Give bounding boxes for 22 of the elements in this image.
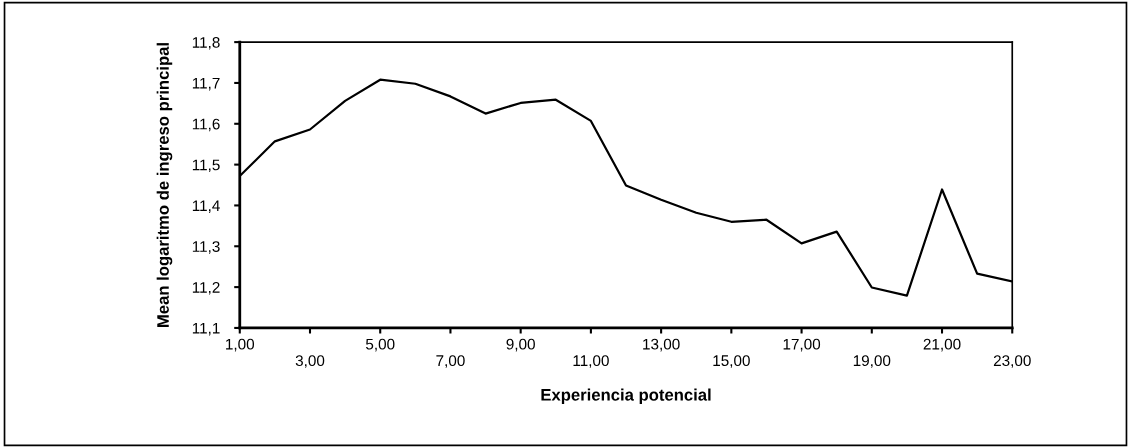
x-tick-label: 15,00 <box>713 355 750 368</box>
y-tick-label: 11,1 <box>192 322 220 336</box>
x-tick-label: 9,00 <box>506 338 535 352</box>
y-tick-label: 11,4 <box>192 200 220 213</box>
x-tick-label: 19,00 <box>853 355 891 368</box>
x-tick-label: 13,00 <box>643 338 680 352</box>
x-tick-label: 1,00 <box>226 338 255 352</box>
x-tick-label: 21,00 <box>923 338 961 352</box>
y-tick-label: 11,7 <box>192 77 220 91</box>
x-tick-label: 3,00 <box>295 355 325 368</box>
y-tick-label: 11,3 <box>192 241 220 254</box>
x-tick-label: 7,00 <box>436 355 465 368</box>
y-tick-label: 11,2 <box>192 281 220 295</box>
x-tick-label: 5,00 <box>365 338 395 352</box>
x-tick-label: 23,00 <box>993 355 1031 368</box>
y-axis-title: Mean logaritmo de ingreso principal <box>156 43 173 327</box>
y-tick-label: 11,6 <box>192 118 220 132</box>
x-tick-label: 11,00 <box>573 355 609 368</box>
y-tick-label: 11,5 <box>192 159 220 173</box>
x-axis-title: Experiencia potencial <box>541 388 711 405</box>
x-tick-label: 17,00 <box>783 338 821 352</box>
y-tick-label: 11,8 <box>192 36 220 50</box>
